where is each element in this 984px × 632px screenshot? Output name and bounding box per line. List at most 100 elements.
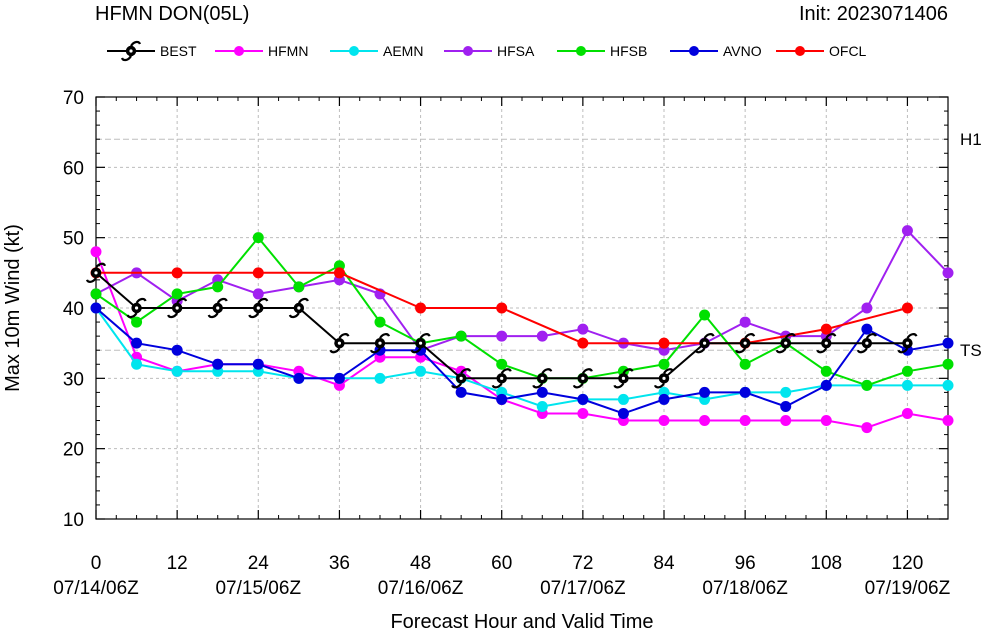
x-tick-label: 12 xyxy=(167,553,188,574)
data-point-hfmn xyxy=(942,415,954,427)
valid-time-label: 07/15/06Z xyxy=(215,578,301,599)
legend-marker xyxy=(689,46,699,56)
legend-label: OFCL xyxy=(829,43,867,59)
data-point-aemn xyxy=(415,365,427,377)
data-point-aemn xyxy=(901,379,913,391)
data-point-hfsa xyxy=(496,330,508,342)
legend-item-hfsa: HFSA xyxy=(444,43,535,59)
data-point-hfsb xyxy=(374,316,386,328)
data-point-avno xyxy=(90,302,102,314)
legend-item-ofcl: OFCL xyxy=(776,43,867,59)
data-point-hfmn xyxy=(739,415,751,427)
data-point-avno xyxy=(496,393,508,405)
series-best xyxy=(85,262,918,389)
data-point-avno xyxy=(780,400,792,412)
data-point-hfsa xyxy=(901,225,913,237)
data-point-hfsb xyxy=(252,232,264,244)
y-tick-label: 20 xyxy=(63,440,84,461)
axes: 10 20 30 40 50 60 70 0 12 24 36 48 60 72 84 96 108 120 07/… xyxy=(53,88,950,599)
data-point-hfsb xyxy=(901,365,913,377)
data-point-avno xyxy=(293,372,305,384)
data-point-hfmn xyxy=(901,408,913,419)
data-point-hfsb xyxy=(820,365,832,377)
legend-item-hfsb: HFSB xyxy=(557,43,647,59)
legend-marker xyxy=(349,46,359,56)
data-point-aemn xyxy=(536,400,548,412)
series-line-hfsa xyxy=(95,228,949,352)
chart-title: HFMN DON(05L) xyxy=(95,3,249,25)
data-point-hfsb xyxy=(861,379,873,391)
y-tick-label: 60 xyxy=(63,158,84,179)
data-point-hfsb xyxy=(658,358,670,370)
data-point-avno xyxy=(739,386,751,398)
legend-label: BEST xyxy=(160,43,197,59)
x-tick-label: 72 xyxy=(572,553,593,574)
data-point-avno xyxy=(820,379,832,391)
legend-item-hfmn: HFMN xyxy=(215,43,308,59)
x-tick-label: 36 xyxy=(329,553,350,574)
y-tick-label: 30 xyxy=(63,369,84,390)
valid-time-label: 07/19/06Z xyxy=(865,578,951,599)
data-point-hfsb xyxy=(131,316,143,328)
data-point-avno xyxy=(171,344,183,356)
y-axis-label: Max 10m Wind (kt) xyxy=(2,224,24,392)
valid-time-label: 07/17/06Z xyxy=(540,578,626,599)
legend-label: HFSA xyxy=(497,43,535,59)
data-point-hfsa xyxy=(861,302,873,314)
y-tick-label: 40 xyxy=(63,299,84,320)
data-point-ofcl xyxy=(577,337,589,349)
data-point-aemn xyxy=(942,379,954,391)
data-point-hfmn xyxy=(658,415,670,427)
legend-label: HFMN xyxy=(268,43,308,59)
x-tick-label: 24 xyxy=(248,553,270,574)
series-line-hfsb xyxy=(95,236,949,387)
data-point-hfsb xyxy=(90,288,102,300)
valid-time-label: 07/18/06Z xyxy=(702,578,788,599)
data-point-avno xyxy=(861,323,873,335)
legend-label: HFSB xyxy=(610,43,647,59)
data-point-aemn xyxy=(617,393,629,405)
series-ofcl xyxy=(90,267,913,349)
data-point-ofcl xyxy=(252,267,264,279)
x-axis-label: Forecast Hour and Valid Time xyxy=(390,611,653,632)
data-point-ofcl xyxy=(658,337,670,349)
series-line-avno xyxy=(95,307,949,415)
legend-label: AVNO xyxy=(723,43,762,59)
data-point-hfsb xyxy=(699,309,711,321)
data-point-hfsa xyxy=(536,330,548,342)
data-point-ofcl xyxy=(496,302,508,314)
data-point-hfsb xyxy=(212,281,224,293)
x-tick-label: 0 xyxy=(91,553,102,574)
legend-label: AEMN xyxy=(383,43,423,59)
data-point-ofcl xyxy=(333,267,345,279)
data-point-hfsb xyxy=(739,358,751,370)
x-tick-label: 120 xyxy=(892,553,924,574)
data-point-ofcl xyxy=(820,323,832,335)
data-point-avno xyxy=(536,386,548,398)
data-point-hfsa xyxy=(577,323,589,335)
data-point-hfsb xyxy=(496,358,508,370)
data-point-hfmn xyxy=(780,415,792,427)
data-point-avno xyxy=(333,372,345,384)
data-point-avno xyxy=(252,358,264,370)
data-point-avno xyxy=(131,337,143,349)
legend: BEST HFMN AEMN HFSA HFSB AVNO OFCL xyxy=(107,40,867,62)
legend-item-avno: AVNO xyxy=(670,43,762,59)
data-point-ofcl xyxy=(171,267,183,279)
data-point-aemn xyxy=(374,372,386,384)
data-point-avno xyxy=(617,408,629,419)
threshold-label: TS xyxy=(960,341,982,360)
data-point-hfsa xyxy=(942,267,954,279)
data-point-hfsb xyxy=(455,330,467,342)
legend-marker xyxy=(795,46,805,56)
y-tick-label: 10 xyxy=(63,510,84,531)
data-point-hfmn xyxy=(699,415,711,427)
threshold-lines: H1 TS xyxy=(96,130,982,360)
data-point-avno xyxy=(658,393,670,405)
legend-marker xyxy=(234,46,244,56)
x-tick-label: 96 xyxy=(735,553,756,574)
legend-item-best: BEST xyxy=(107,40,197,62)
x-tick-label: 84 xyxy=(653,553,675,574)
y-tick-label: 70 xyxy=(63,88,84,109)
